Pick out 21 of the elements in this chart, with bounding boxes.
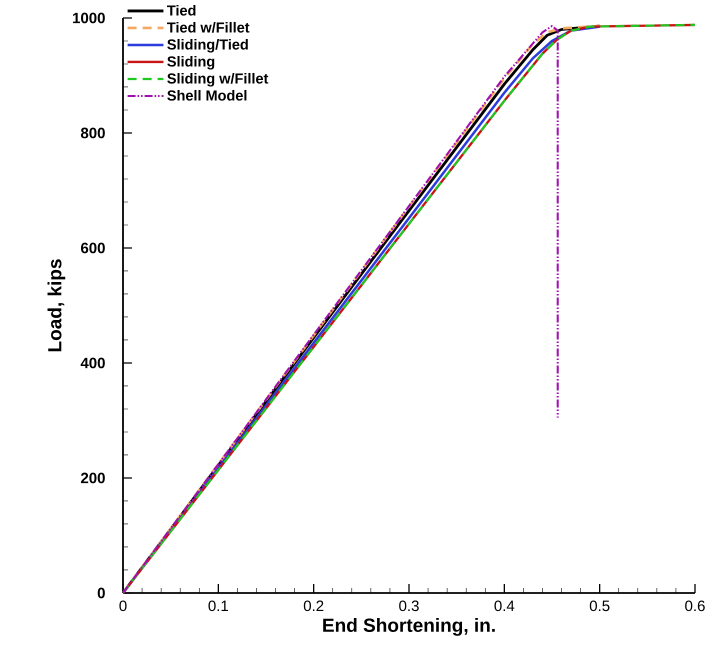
legend-label: Tied xyxy=(167,4,196,16)
y-tick-label: 1000 xyxy=(73,12,105,24)
legend-label: Sliding w/Fillet xyxy=(167,72,268,87)
y-axis-title: Load, kips xyxy=(48,259,66,352)
x-tick-label: 0.2 xyxy=(304,600,324,612)
x-tick-label: 0.6 xyxy=(685,600,705,612)
legend-label: Shell Model xyxy=(167,90,246,101)
x-axis-title: End Shortening, in. xyxy=(323,618,495,636)
x-tick-label: 0.1 xyxy=(208,600,228,612)
y-tick-label: 800 xyxy=(80,128,105,138)
y-tick-label: 0 xyxy=(98,588,105,598)
x-tick-label: 0 xyxy=(119,600,127,612)
legend-label: Sliding/Tied xyxy=(167,38,248,53)
legend-label: Sliding xyxy=(167,56,214,70)
x-tick-label: 0.4 xyxy=(494,600,514,612)
y-tick-label: 200 xyxy=(80,472,105,484)
legend-label: Tied w/Fillet xyxy=(167,22,250,33)
y-tick-label: 400 xyxy=(80,358,105,368)
x-tick-label: 0.3 xyxy=(399,600,419,612)
x-tick-label: 0.5 xyxy=(590,600,610,612)
y-tick-label: 600 xyxy=(80,242,105,254)
